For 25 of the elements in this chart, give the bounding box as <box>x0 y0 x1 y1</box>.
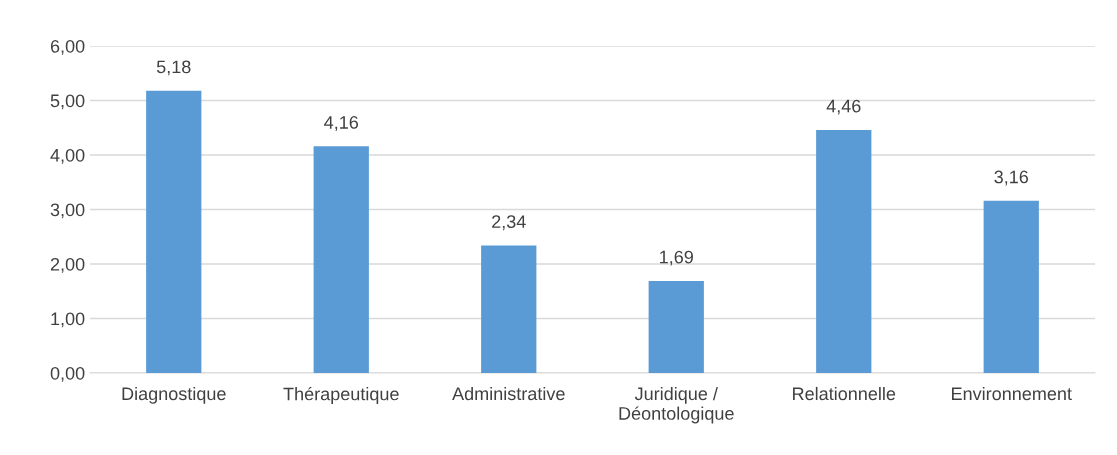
y-tick-label: 2,00 <box>50 257 85 273</box>
data-label: 1,69 <box>660 250 693 266</box>
x-tick-label: Environnement <box>952 386 1072 401</box>
y-tick-label: 5,00 <box>50 94 85 110</box>
data-label: 2,34 <box>492 215 526 231</box>
bar <box>983 200 1039 373</box>
x-tick-label: Diagnostique <box>122 386 226 404</box>
x-tick-label: Administrative <box>452 386 565 401</box>
data-label: 4,46 <box>826 99 861 115</box>
y-tick-label: 1,00 <box>51 312 85 328</box>
bar <box>146 90 202 373</box>
y-tick-label: 4,00 <box>50 148 85 164</box>
bar <box>481 245 537 373</box>
x-tick-label: Thérapeutique <box>283 386 399 404</box>
data-label: 4,16 <box>324 116 359 131</box>
x-tick-label: Relationnelle <box>793 386 896 401</box>
bar <box>648 280 704 373</box>
bar <box>313 146 369 373</box>
data-label: 3,16 <box>994 170 1029 186</box>
x-tick-label: Juridique / Déontologique <box>619 386 734 424</box>
y-tick-label: 6,00 <box>50 39 85 55</box>
y-tick-label: 0,00 <box>50 366 85 382</box>
data-label: 5,18 <box>156 60 191 76</box>
bar <box>816 129 872 373</box>
y-tick-label: 3,00 <box>50 203 85 219</box>
